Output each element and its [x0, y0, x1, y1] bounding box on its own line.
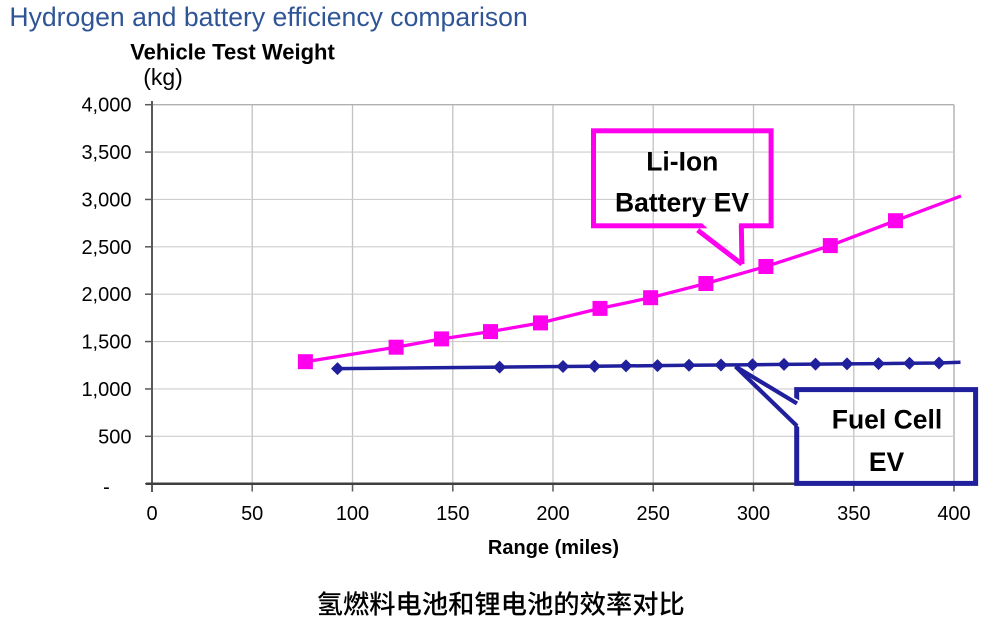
svg-text:250: 250 [637, 503, 670, 525]
svg-text:-: - [103, 477, 110, 499]
svg-text:Battery EV: Battery EV [615, 187, 749, 217]
svg-text:Vehicle Test Weight: Vehicle Test Weight [130, 40, 335, 65]
svg-text:500: 500 [98, 426, 131, 448]
svg-text:100: 100 [336, 503, 369, 525]
svg-text:Li-Ion: Li-Ion [646, 146, 718, 176]
svg-text:3,500: 3,500 [81, 142, 131, 164]
svg-text:Fuel Cell: Fuel Cell [832, 405, 942, 435]
svg-text:Range (miles): Range (miles) [488, 537, 619, 559]
svg-text:400: 400 [937, 503, 970, 525]
svg-text:Hydrogen and battery efficienc: Hydrogen and battery efficiency comparis… [9, 2, 527, 32]
svg-text:(kg): (kg) [143, 64, 183, 90]
svg-text:1,500: 1,500 [81, 332, 131, 354]
svg-text:1,000: 1,000 [81, 379, 131, 401]
svg-text:350: 350 [837, 503, 870, 525]
svg-text:2,000: 2,000 [81, 284, 131, 306]
svg-text:200: 200 [536, 503, 569, 525]
svg-text:50: 50 [241, 503, 263, 525]
svg-text:4,000: 4,000 [81, 95, 131, 117]
svg-text:EV: EV [869, 447, 905, 477]
svg-text:0: 0 [146, 503, 157, 525]
svg-text:300: 300 [737, 503, 770, 525]
svg-text:3,000: 3,000 [81, 189, 131, 211]
svg-text:150: 150 [436, 503, 469, 525]
svg-text:2,500: 2,500 [81, 237, 131, 259]
